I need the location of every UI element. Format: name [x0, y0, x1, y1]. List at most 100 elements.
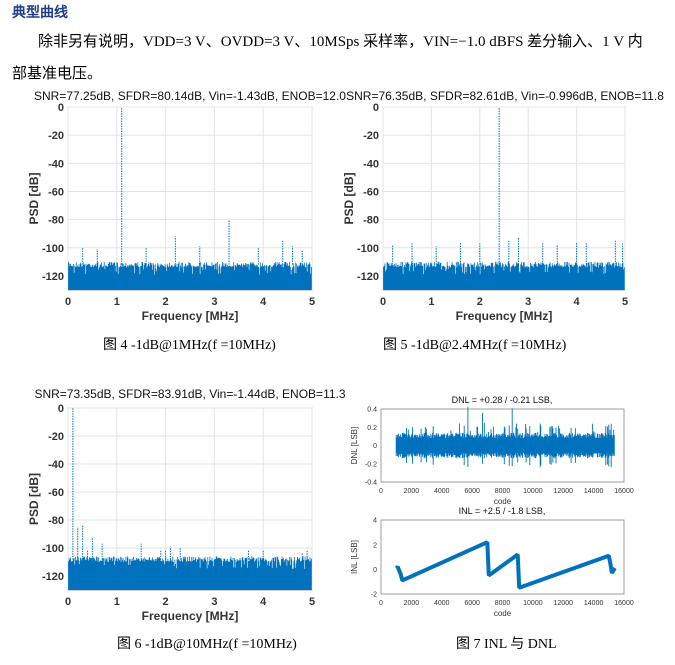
y-tick-label: -60	[363, 186, 379, 198]
noise-floor	[68, 261, 312, 290]
y-axis-label: PSD [dB]	[27, 173, 41, 225]
x-tick-label: 0	[380, 296, 386, 308]
y-tick-label: -20	[48, 431, 64, 443]
y-tick-label: 4	[373, 518, 377, 525]
y-tick-label: -40	[363, 158, 379, 170]
x-tick-label: 16000	[614, 600, 634, 607]
x-tick-label: 6000	[464, 488, 480, 495]
x-tick-label: 1	[428, 296, 434, 308]
x-tick-label: 1	[114, 596, 120, 608]
plot-area	[382, 106, 626, 291]
y-tick-label: -80	[363, 215, 379, 227]
x-tick-label: 5	[309, 296, 315, 308]
y-axis-label: INL [LSB]	[350, 540, 359, 574]
x-tick-label: 8000	[495, 600, 511, 607]
x-tick-label: 3	[211, 596, 217, 608]
y-tick-label: -100	[42, 543, 64, 555]
x-tick-label: 2000	[404, 600, 420, 607]
x-tick-label: 10000	[523, 488, 543, 495]
y-tick-label: -0.2	[365, 461, 377, 468]
y-tick-label: -120	[357, 271, 379, 283]
y-axis-label: PSD [dB]	[27, 473, 41, 525]
y-tick-label: 0.2	[367, 425, 377, 432]
x-tick-label: 3	[525, 296, 531, 308]
y-tick-label: -80	[48, 215, 64, 227]
x-axis-label: Frequency [MHz]	[142, 609, 239, 623]
dnl-trace	[395, 406, 615, 468]
x-tick-label: 2	[163, 596, 169, 608]
chart-3: 0 1 2 3 4 5 0 -20 -40 -60 -80 -100 -120 Frequency [MH…	[27, 387, 346, 623]
x-tick-label: 0	[65, 296, 71, 308]
chart-title: DNL = +0.28 / -0.21 LSB,	[452, 395, 553, 405]
x-tick-label: 16000	[614, 488, 634, 495]
y-tick-label: -100	[357, 243, 379, 255]
inl-trace	[394, 540, 617, 590]
chart-title: SNR=77.25dB, SFDR=80.14dB, Vin=-1.43dB, …	[34, 89, 346, 103]
x-axis-label: Frequency [MHz]	[142, 309, 239, 323]
chart-title: SNR=76.35dB, SFDR=82.61dB, Vin=-0.996dB,…	[346, 89, 664, 103]
x-axis-label: code	[494, 609, 512, 618]
x-tick-label: 14000	[584, 600, 604, 607]
x-tick-label: 6000	[464, 600, 480, 607]
x-tick-label: 0	[379, 488, 383, 495]
y-tick-label: -20	[363, 130, 379, 142]
y-axis-label: DNL [LSB]	[350, 427, 359, 465]
y-tick-label: -80	[48, 515, 64, 527]
chart-2: 0 1 2 3 4 5 0 -20 -40 -60 -80 -100 -120 Frequency [MH…	[342, 89, 664, 323]
y-tick-label: 0	[373, 102, 379, 114]
caption-fig5: 图 5 -1dB@2.4MHz(f =10MHz)	[383, 338, 567, 353]
y-tick-label: -120	[42, 571, 64, 583]
x-tick-label: 0	[65, 596, 71, 608]
y-tick-label: 0	[373, 443, 377, 450]
y-tick-label: -2	[371, 592, 377, 599]
y-tick-label: -100	[42, 243, 64, 255]
chart-5: 0 2000 4000 6000 8000 10000 12000 14000 16000 4 2 0…	[350, 506, 634, 618]
plot-area	[67, 106, 313, 291]
chart-4: 0 2000 4000 6000 8000 10000 12000 14000 16000 0.4…	[350, 395, 634, 506]
x-axis-label: Frequency [MHz]	[456, 309, 553, 323]
caption-fig7: 图 7 INL 与 DNL	[456, 637, 557, 652]
x-tick-label: 1	[114, 296, 120, 308]
chart-title: SNR=73.35dB, SFDR=83.91dB, Vin=-1.44dB, …	[34, 387, 345, 401]
x-tick-label: 3	[211, 296, 217, 308]
y-tick-label: 0	[373, 567, 377, 574]
x-tick-label: 4	[260, 596, 267, 608]
noise-floor	[68, 556, 312, 590]
x-tick-label: 2000	[404, 488, 420, 495]
x-tick-label: 5	[309, 596, 315, 608]
x-tick-label: 0	[379, 600, 383, 607]
x-tick-label: 14000	[584, 488, 604, 495]
y-tick-label: -40	[48, 459, 64, 471]
y-tick-label: -120	[42, 271, 64, 283]
section-title: 典型曲线	[12, 5, 68, 21]
y-tick-label: 0	[58, 102, 64, 114]
noise-floor	[383, 261, 625, 290]
y-tick-label: 2	[373, 542, 377, 549]
x-tick-label: 5	[622, 296, 628, 308]
y-tick-label: 0	[58, 403, 64, 415]
plot-area	[380, 519, 625, 595]
caption-fig6: 图 6 -1dB@10MHz(f =10MHz)	[117, 637, 297, 652]
x-tick-label: 8000	[495, 488, 511, 495]
intro-text-line1: 除非另有说明，VDD=3 V、OVDD=3 V、10MSps 采样率，VIN=−…	[38, 34, 643, 50]
x-tick-label: 4	[574, 296, 581, 308]
x-axis-label: code	[494, 497, 512, 506]
y-tick-label: -0.4	[365, 480, 377, 487]
y-tick-label: -60	[48, 487, 64, 499]
y-tick-label: 0.4	[367, 407, 377, 414]
x-tick-label: 2	[163, 296, 169, 308]
y-axis-label: PSD [dB]	[342, 173, 356, 225]
x-tick-label: 10000	[523, 600, 543, 607]
y-tick-label: -20	[48, 130, 64, 142]
x-tick-label: 12000	[554, 488, 574, 495]
x-tick-label: 4000	[434, 600, 450, 607]
x-tick-label: 2	[477, 296, 483, 308]
x-tick-label: 12000	[554, 600, 574, 607]
chart-1: 0 1 2 3 4 5 0 -20 -40 -60 -80 -100 -120 Frequency [MH…	[27, 89, 346, 323]
y-tick-label: -60	[48, 186, 64, 198]
caption-fig4: 图 4 -1dB@1MHz(f =10MHz)	[103, 338, 276, 353]
x-tick-label: 4000	[434, 488, 450, 495]
y-tick-label: -40	[48, 158, 64, 170]
